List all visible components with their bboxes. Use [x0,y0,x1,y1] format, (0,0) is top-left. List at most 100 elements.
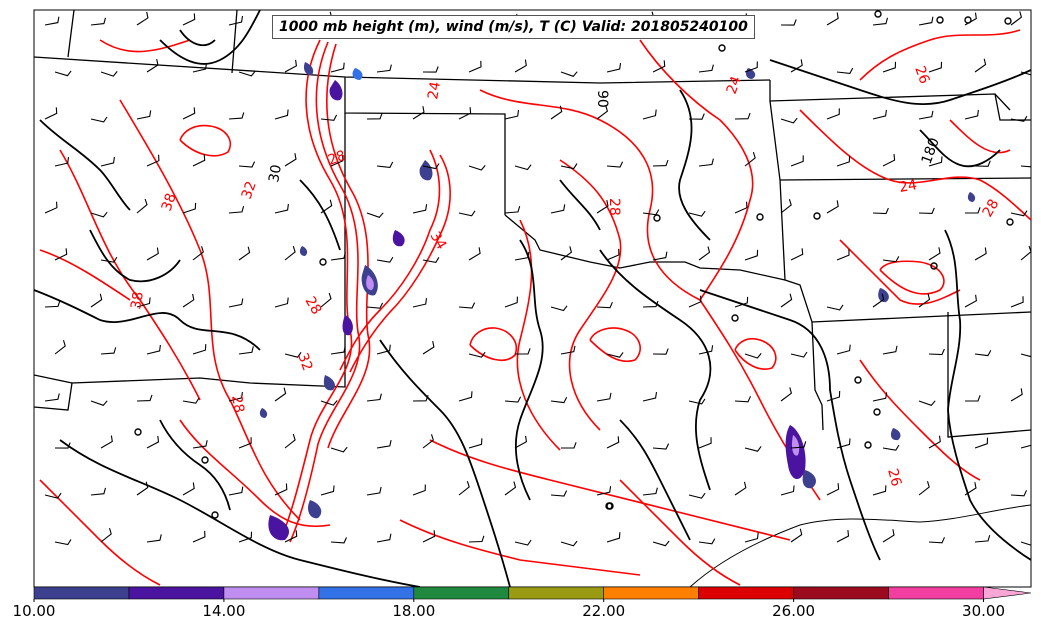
wind-barb [1010,115,1028,122]
wind-barb [284,351,302,358]
wind-barb [964,482,977,496]
contour-label: 90 [594,90,610,108]
wind-barb [504,206,521,214]
wind-barb [882,256,900,263]
wind-barb [836,530,850,543]
wind-barb [274,483,288,496]
wind-barb [918,16,934,26]
wind-barb [918,293,931,308]
wind-barb [964,395,981,402]
wind-barbs [44,11,1031,547]
wind-barb [872,109,887,120]
wind-barb [744,446,762,452]
wind-barb [642,392,658,402]
wind-barb [192,246,204,261]
wind-barb [596,105,609,120]
small-contour-circle [874,10,882,18]
small-contour-circle [813,212,821,220]
wind-barb [1020,444,1031,449]
wind-barb [90,487,107,496]
wind-barb [826,12,839,26]
wind-barb [606,352,624,358]
wind-barb [182,482,195,496]
wind-barb [698,538,716,545]
wind-barb [928,537,946,544]
wind-barb [136,198,148,214]
wind-barb [284,530,298,543]
small-contour-circle [1006,218,1014,226]
wind-barb [872,293,885,308]
wind-barb [422,434,434,449]
wind-barb [146,154,160,167]
wind-barb [238,246,251,261]
wind-barb [284,153,297,167]
wind-barb [320,114,338,121]
wind-barb [468,60,482,73]
wind-barb [790,528,803,543]
map-title: 1000 mb height (m), wind (m/s), T (C) Va… [272,15,755,39]
wind-barb [192,440,208,449]
wind-barb [882,61,897,73]
wind-barb [698,158,714,167]
wind-barb [596,486,612,496]
wind-barb [100,256,118,263]
wind-barb [928,156,943,167]
wind-barb [606,436,620,449]
wind-barb [514,164,532,171]
wind-barb [836,155,851,167]
wind-barb [44,107,58,120]
wind-barb [652,443,670,450]
wind-barb [964,207,981,214]
contour-label: 34 [427,229,450,253]
wind-barb [228,112,245,120]
wind-barb [100,71,118,77]
wind-barb [146,534,162,543]
small-contour-circle [211,511,219,519]
wind-barb [136,11,149,26]
wind-barb [780,485,795,496]
colorbar-bin [983,586,1032,600]
wind-barb [1010,11,1023,26]
wind-barb [514,251,530,261]
wind-barb [790,155,804,167]
wind-barb [238,346,254,355]
wind-barb [642,487,658,496]
wind-barb [836,249,850,261]
wind-barb [744,249,759,261]
wind-barb [964,294,977,308]
contour-label: 28 [302,294,325,317]
wind-barb [422,530,436,543]
wind-barb [284,433,296,449]
wind-barb [596,392,612,402]
wind-barb [974,247,987,261]
wind-barb [560,345,576,355]
wind-barb [688,398,706,405]
wind-barb [964,109,979,120]
wind-barb [366,302,384,309]
wind-barb [652,159,669,167]
wind-barb [652,348,669,355]
wind-barb [550,204,566,214]
wind-barb [560,540,578,547]
wind-barb [458,107,472,120]
wind-barb [228,15,244,26]
wind-barb [918,110,934,120]
contour-label: 28 [326,148,348,169]
wind-barb [366,393,382,402]
wind-barb [90,293,103,308]
wind-barb [274,109,289,120]
wind-barb [882,529,895,543]
colorbar-tick-label: 30.00 [962,602,1005,620]
contour-label: 30 [266,163,285,183]
wind-barb [504,396,522,403]
wind-barb [330,446,348,453]
wind-barb [320,292,332,308]
wind-barb [826,108,840,120]
wind-barb [320,400,338,406]
wind-barb [606,248,620,261]
colorbar-tick-label: 14.00 [202,602,246,620]
wind-barb [1010,490,1027,497]
wind-barb [836,344,851,355]
wind-barb [458,210,476,217]
wind-barb [422,257,440,264]
